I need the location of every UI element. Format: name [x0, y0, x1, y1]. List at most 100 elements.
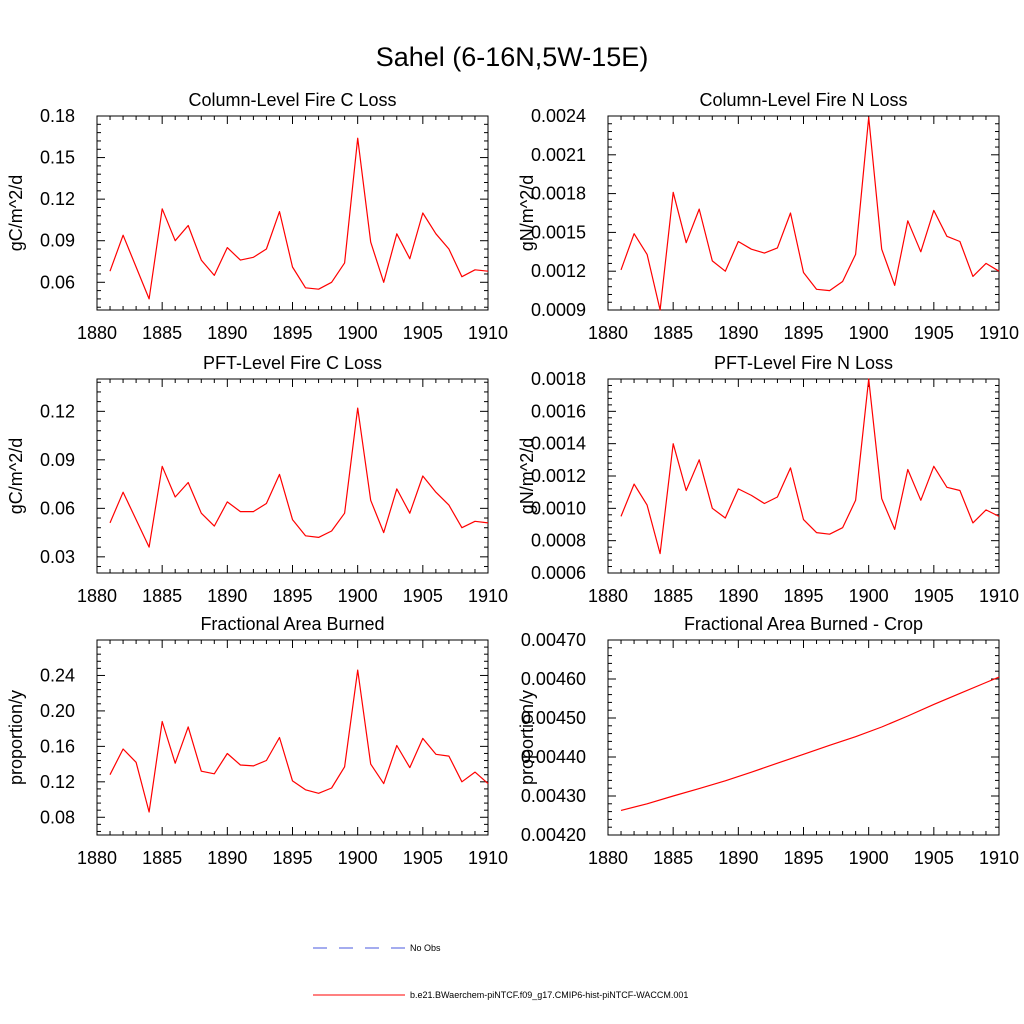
y-tick-label: 0.00450 [521, 708, 586, 728]
x-tick-label: 1900 [849, 323, 889, 343]
legend: No Obs b.e21.BWaerchem-piNTCF.f09_g17.CM… [313, 943, 688, 1000]
series-line [620, 676, 1000, 811]
y-tick-label: 0.0006 [531, 563, 586, 583]
x-tick-label: 1880 [588, 323, 628, 343]
y-axis-label: proportion/y [6, 690, 26, 785]
series-line [109, 669, 489, 813]
y-axis-label: gN/m^2/d [517, 175, 537, 251]
y-axis-label: gC/m^2/d [6, 438, 26, 514]
x-tick-label: 1900 [338, 848, 378, 868]
chart-panel-1: Column-Level Fire C Loss gC/m^2/d 1880 1885… [6, 90, 508, 343]
x-tick-label: 1905 [403, 323, 443, 343]
y-tick-label: 0.12 [40, 189, 75, 209]
chart-panel-3: PFT-Level Fire C Loss gC/m^2/d 1880 1885 189… [6, 353, 508, 606]
x-tick-label: 1895 [272, 586, 312, 606]
x-tick-label: 1895 [783, 323, 823, 343]
panel-title: Column-Level Fire C Loss [188, 90, 396, 110]
x-tick-label: 1885 [142, 323, 182, 343]
y-tick-label: 0.06 [40, 498, 75, 518]
y-tick-label: 0.00440 [521, 747, 586, 767]
y-tick-label: 0.12 [40, 401, 75, 421]
legend-label-model: b.e21.BWaerchem-piNTCF.f09_g17.CMIP6-his… [410, 990, 688, 1000]
x-tick-label: 1895 [783, 848, 823, 868]
x-tick-label: 1885 [653, 586, 693, 606]
panel-title: Column-Level Fire N Loss [699, 90, 907, 110]
x-tick-label: 1905 [914, 323, 954, 343]
y-tick-label: 0.00430 [521, 786, 586, 806]
series-line [620, 116, 1000, 311]
y-tick-label: 0.08 [40, 807, 75, 827]
x-tick-label: 1890 [207, 586, 247, 606]
x-tick-label: 1880 [77, 323, 117, 343]
series-line [109, 407, 489, 548]
y-tick-label: 0.0016 [531, 401, 586, 421]
x-tick-label: 1905 [403, 586, 443, 606]
y-tick-label: 0.24 [40, 665, 75, 685]
x-tick-label: 1895 [272, 323, 312, 343]
x-tick-label: 1910 [979, 848, 1019, 868]
x-tick-label: 1890 [718, 586, 758, 606]
chart-panel-4: PFT-Level Fire N Loss gN/m^2/d 1880 1885 189… [517, 353, 1019, 606]
y-tick-label: 0.18 [40, 106, 75, 126]
panel-title: PFT-Level Fire N Loss [714, 353, 893, 373]
x-tick-label: 1885 [653, 323, 693, 343]
x-tick-label: 1880 [588, 586, 628, 606]
x-tick-label: 1890 [718, 323, 758, 343]
chart-panel-6: Fractional Area Burned - Crop proportion/… [517, 614, 1019, 868]
y-tick-label: 0.0014 [531, 434, 586, 454]
y-tick-label: 0.12 [40, 772, 75, 792]
x-tick-label: 1880 [77, 586, 117, 606]
legend-label-no-obs: No Obs [410, 943, 441, 953]
panel-title: Fractional Area Burned - Crop [684, 614, 923, 634]
x-tick-label: 1895 [783, 586, 823, 606]
y-tick-label: 0.0015 [531, 222, 586, 242]
x-tick-label: 1905 [403, 848, 443, 868]
x-tick-label: 1910 [468, 848, 508, 868]
y-tick-label: 0.15 [40, 148, 75, 168]
y-tick-label: 0.06 [40, 272, 75, 292]
panel-title: PFT-Level Fire C Loss [203, 353, 382, 373]
chart-panel-5: Fractional Area Burned proportion/y 1880 18… [6, 614, 508, 868]
y-tick-label: 0.0018 [531, 369, 586, 389]
x-tick-label: 1900 [849, 848, 889, 868]
x-tick-label: 1890 [718, 848, 758, 868]
x-tick-label: 1885 [142, 586, 182, 606]
x-tick-label: 1885 [142, 848, 182, 868]
x-tick-label: 1880 [77, 848, 117, 868]
x-tick-label: 1890 [207, 323, 247, 343]
x-tick-label: 1880 [588, 848, 628, 868]
panel-title: Fractional Area Burned [200, 614, 384, 634]
x-tick-label: 1885 [653, 848, 693, 868]
y-axis-label: proportion/y [517, 690, 537, 785]
y-tick-label: 0.0012 [531, 466, 586, 486]
y-axis-label: gC/m^2/d [6, 175, 26, 251]
x-tick-label: 1910 [468, 323, 508, 343]
y-tick-label: 0.0012 [531, 261, 586, 281]
y-tick-label: 0.00470 [521, 630, 586, 650]
x-tick-label: 1900 [338, 586, 378, 606]
y-tick-label: 0.0024 [531, 106, 586, 126]
x-tick-label: 1900 [849, 586, 889, 606]
x-tick-label: 1905 [914, 586, 954, 606]
x-tick-label: 1895 [272, 848, 312, 868]
x-tick-label: 1910 [468, 586, 508, 606]
y-tick-label: 0.0021 [531, 145, 586, 165]
chart-panels: Column-Level Fire C Loss gC/m^2/d 1880 1885… [6, 90, 1019, 868]
series-line [620, 378, 1000, 555]
x-tick-label: 1900 [338, 323, 378, 343]
y-tick-label: 0.09 [40, 231, 75, 251]
y-axis-label: gN/m^2/d [517, 438, 537, 514]
y-tick-label: 0.0018 [531, 184, 586, 204]
y-tick-label: 0.0008 [531, 531, 586, 551]
x-tick-label: 1910 [979, 586, 1019, 606]
y-tick-label: 0.09 [40, 450, 75, 470]
y-tick-label: 0.00460 [521, 669, 586, 689]
y-tick-label: 0.0010 [531, 498, 586, 518]
x-tick-label: 1910 [979, 323, 1019, 343]
y-tick-label: 0.03 [40, 547, 75, 567]
y-tick-label: 0.0009 [531, 300, 586, 320]
y-tick-label: 0.20 [40, 701, 75, 721]
x-tick-label: 1905 [914, 848, 954, 868]
x-tick-label: 1890 [207, 848, 247, 868]
series-line [109, 137, 489, 300]
